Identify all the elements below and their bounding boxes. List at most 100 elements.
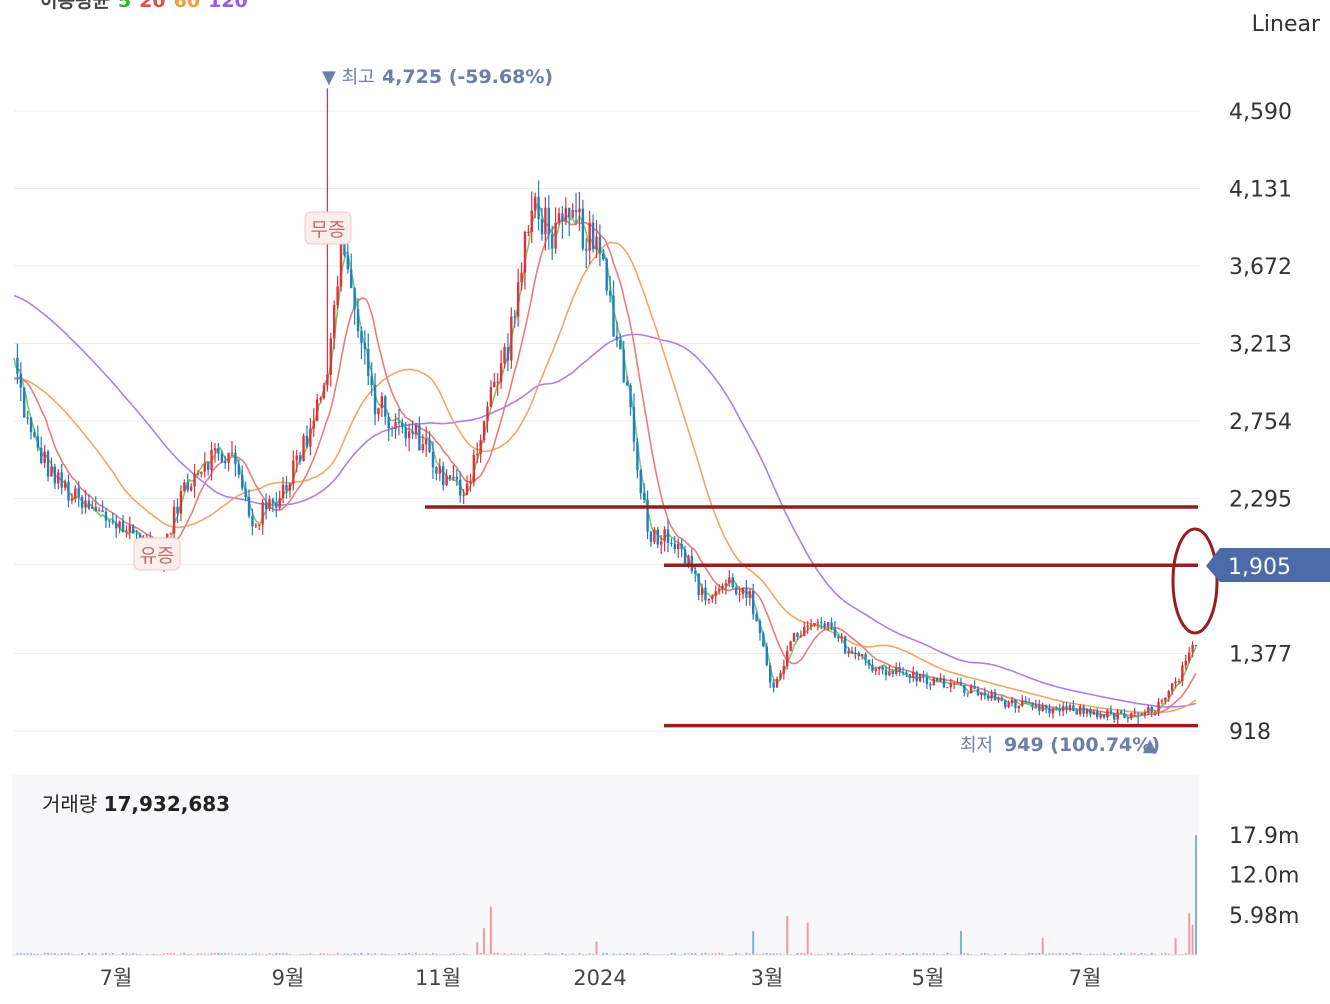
volume-bar [336, 952, 339, 955]
volume-bar [806, 922, 809, 955]
candle-body [843, 636, 847, 654]
volume-bar [462, 952, 465, 955]
volume-bar [1024, 953, 1027, 955]
candle-body [966, 692, 969, 694]
candle-body [837, 636, 840, 639]
volume-bar [987, 953, 990, 955]
volume-bar [53, 953, 56, 955]
volume-bar [830, 953, 833, 955]
candle-body [803, 627, 806, 637]
candle-body [622, 349, 625, 382]
candle-body [642, 493, 646, 500]
volume-bar [779, 953, 782, 955]
volume-bar [1113, 953, 1116, 955]
candle-body [1031, 702, 1034, 707]
candle-body [506, 347, 510, 361]
candle-body [70, 498, 74, 501]
candle-body [1136, 712, 1140, 714]
volume-bar [1096, 953, 1099, 955]
candle-body [816, 622, 820, 624]
candle-body [922, 674, 925, 678]
candle-body [850, 651, 854, 654]
time-tick-label: 2024 [573, 966, 626, 990]
candle-body [540, 219, 544, 235]
candle-body [700, 587, 704, 595]
price-tick-label: 2,295 [1229, 488, 1292, 513]
event-label-bonus-issue: 무증 [304, 211, 352, 245]
candle-body [779, 673, 782, 679]
candle-body [370, 375, 373, 386]
volume-bar [241, 953, 244, 955]
volume-bar [850, 952, 853, 955]
candle-body [397, 421, 401, 423]
volume-bar [190, 953, 193, 955]
candle-body [1044, 705, 1048, 709]
candle-body [87, 500, 91, 509]
candle-body [1116, 711, 1119, 720]
volume-bar [496, 953, 499, 955]
volume-bar [523, 953, 526, 955]
candle-body [956, 682, 959, 684]
volume-bar [254, 953, 257, 955]
volume-bar [929, 953, 932, 955]
volume-title: 거래량 17,932,683 [42, 792, 231, 816]
candle-body [135, 533, 138, 535]
highlight-circle [1171, 527, 1219, 635]
volume-bar [915, 953, 918, 955]
volume-bar [1106, 953, 1109, 955]
candle-body [414, 425, 418, 434]
volume-bar [912, 952, 915, 955]
candle-body [172, 506, 176, 534]
volume-bar [1140, 952, 1143, 955]
candle-body [520, 272, 523, 283]
ma-legend-item: 5 [117, 0, 132, 12]
candle-body [1085, 709, 1089, 714]
candle-body [1061, 706, 1065, 712]
candle-body [421, 444, 424, 451]
candle-body [128, 525, 132, 532]
candle-body [1058, 709, 1061, 712]
volume-bar [370, 953, 373, 955]
candle-body [881, 666, 884, 670]
volume-bar [820, 953, 823, 955]
candle-body [840, 636, 843, 639]
candle-body [411, 431, 414, 434]
candle-body [809, 625, 813, 627]
volume-bar [210, 953, 213, 955]
candle-body [74, 488, 77, 499]
candle-body [210, 450, 213, 470]
candlesticks [16, 88, 1198, 726]
volume-bar [721, 953, 724, 955]
candle-body [332, 305, 336, 339]
price-tick-label: 918 [1229, 720, 1271, 745]
candle-body [554, 222, 557, 249]
candle-body [261, 502, 264, 525]
candle-body [755, 614, 758, 621]
candle-body [704, 587, 707, 601]
moving-averages [13, 203, 1197, 719]
time-tick-label: 9월 [272, 966, 305, 990]
candle-body [751, 590, 755, 615]
candle-body [510, 316, 513, 361]
candle-body [230, 452, 234, 454]
scale-mode-toggle[interactable]: Linear [1251, 12, 1320, 37]
volume-bar [207, 953, 210, 955]
volume-bar [67, 953, 70, 955]
volume-bar [431, 953, 434, 955]
candle-body [418, 425, 421, 451]
volume-bar [752, 930, 755, 955]
volume-bar [33, 953, 36, 955]
volume-bar [43, 952, 46, 955]
time-tick-label: 3월 [751, 966, 784, 990]
volume-bar [414, 952, 417, 955]
candle-body [717, 589, 721, 592]
low-annotation: 최저 949 (100.74%) ▲ [960, 734, 1160, 756]
volume-bar [1014, 953, 1017, 955]
candle-body [969, 685, 973, 694]
candle-body [728, 577, 731, 584]
price-axis-labels: 918 1,377 2,295 2,754 3,213 3,672 4,131 4,590 [1229, 100, 1292, 745]
volume-bar [595, 941, 598, 955]
volume-bar [643, 953, 646, 955]
volume-bar [946, 952, 949, 955]
